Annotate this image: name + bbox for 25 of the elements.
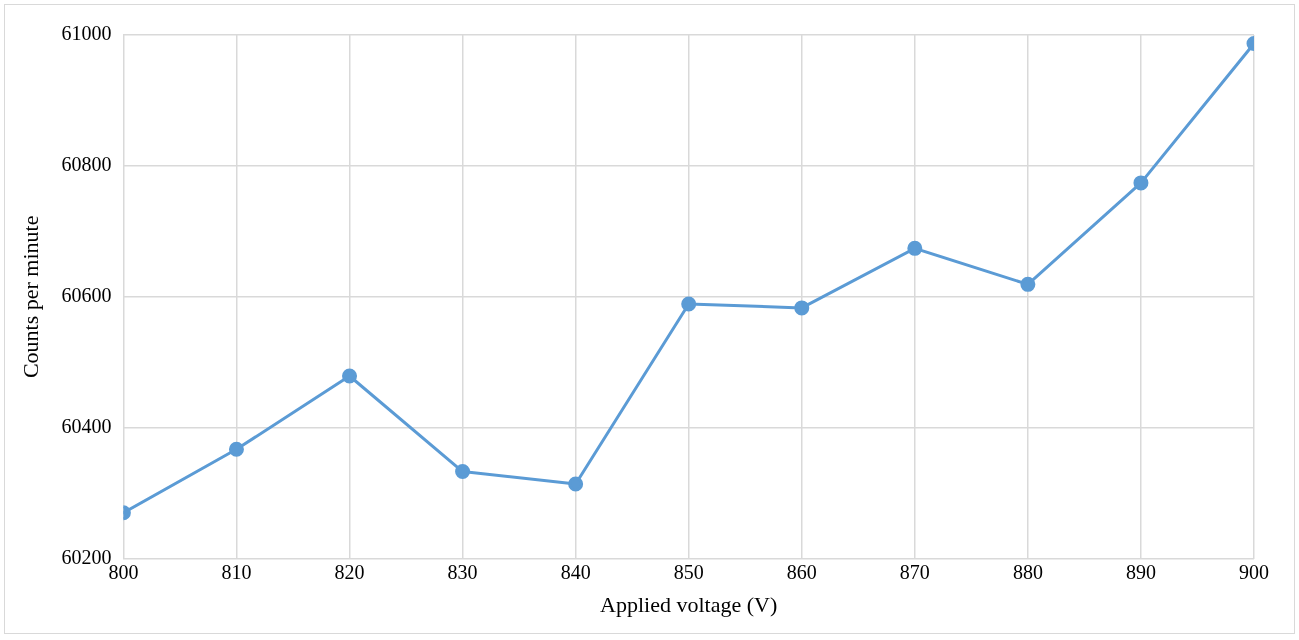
x-tick-label: 810 [221, 560, 252, 583]
point [1020, 276, 1036, 292]
point [455, 464, 471, 480]
x-tick-label: 890 [1125, 560, 1156, 583]
x-tick-label: 840 [560, 560, 591, 583]
y-axis-title: Counts per minute [17, 215, 43, 379]
x-tick-label: 870 [899, 560, 930, 583]
point [681, 296, 697, 312]
y-tick-label: 60400 [61, 414, 112, 437]
x-tick-label: 900 [1239, 560, 1269, 583]
y-tick-label: 60800 [61, 153, 112, 176]
point [794, 300, 810, 316]
x-tick-label: 850 [673, 560, 704, 583]
y-tick-label: 61000 [61, 22, 112, 45]
y-tick-label: 60600 [61, 284, 112, 307]
x-tick-label: 820 [334, 560, 365, 583]
x-axis-title: Applied voltage (V) [600, 591, 778, 617]
x-tick-label: 860 [786, 560, 817, 583]
x-tick-label: 830 [447, 560, 478, 583]
point [342, 368, 358, 384]
point [1133, 175, 1149, 191]
point [228, 441, 244, 457]
point [568, 476, 584, 492]
x-tick-label: 880 [1012, 560, 1043, 583]
point [907, 240, 923, 256]
